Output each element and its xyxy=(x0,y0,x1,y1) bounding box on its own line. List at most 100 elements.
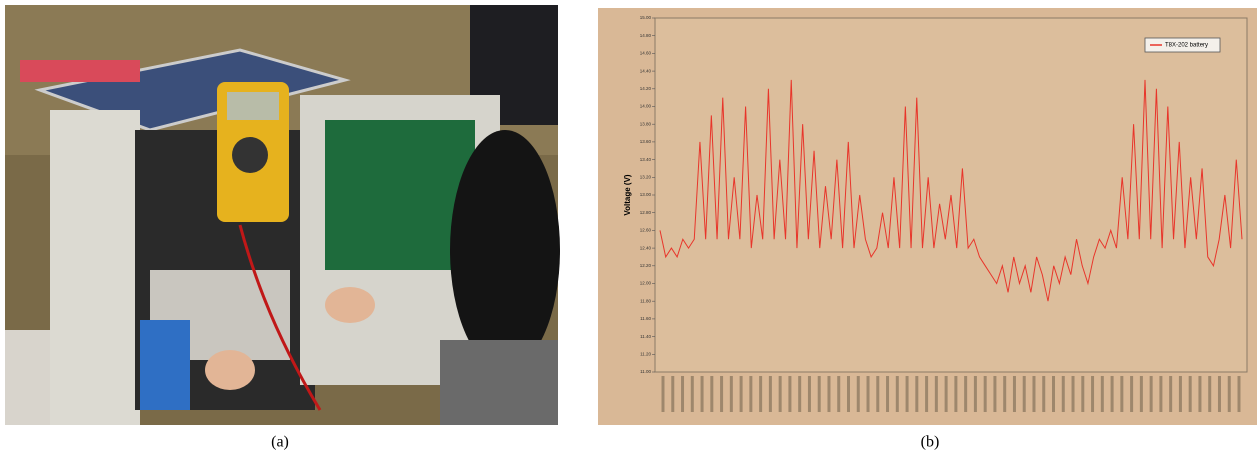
photo-probe-lead xyxy=(238,224,322,411)
x-axis-decoration xyxy=(778,376,782,412)
x-axis-decoration xyxy=(954,376,958,412)
x-axis-decoration xyxy=(1052,376,1056,412)
x-axis-decoration xyxy=(1188,376,1192,412)
x-axis-decoration xyxy=(837,376,841,412)
y-tick-label: 14.60 xyxy=(640,51,652,56)
photo-person-head xyxy=(450,130,560,370)
x-axis-decoration xyxy=(1071,376,1075,412)
x-axis-decoration xyxy=(768,376,772,412)
y-tick-label: 11.20 xyxy=(640,351,651,356)
x-axis-decoration xyxy=(1208,376,1212,412)
x-axis-decoration xyxy=(895,376,899,412)
x-axis-decoration xyxy=(1130,376,1134,412)
x-axis-decoration xyxy=(1042,376,1046,412)
x-axis-decoration xyxy=(993,376,997,412)
y-tick-label: 11.40 xyxy=(640,334,651,339)
x-axis-decoration xyxy=(983,376,987,412)
x-axis-decoration xyxy=(827,376,831,412)
x-axis-decoration xyxy=(866,376,870,412)
x-axis-decoration xyxy=(1061,376,1065,412)
y-tick-label: 12.20 xyxy=(640,263,652,268)
y-tick-label: 13.20 xyxy=(640,174,652,179)
photo-person-body xyxy=(440,340,558,425)
legend-label: T8X-202 battery xyxy=(1165,43,1208,49)
y-tick-label: 14.00 xyxy=(640,104,652,109)
y-tick-label: 14.20 xyxy=(640,86,652,91)
x-axis-decoration xyxy=(1091,376,1095,412)
y-tick-label: 15.00 xyxy=(640,15,652,20)
photo-multimeter-dial xyxy=(232,137,268,173)
y-tick-label: 13.40 xyxy=(640,157,652,162)
x-axis-decoration xyxy=(1081,376,1085,412)
x-axis-decoration xyxy=(759,376,763,412)
photo-box-door xyxy=(50,110,140,425)
data-line xyxy=(659,79,1243,302)
photo-multimeter-display xyxy=(227,92,279,120)
x-axis-decoration xyxy=(690,376,694,412)
x-axis-decoration xyxy=(1198,376,1202,412)
x-axis-decoration xyxy=(915,376,919,412)
photo xyxy=(5,5,560,425)
legend-box xyxy=(1144,37,1221,53)
y-tick-label: 13.60 xyxy=(640,139,652,144)
y-tick-label: 14.80 xyxy=(640,33,652,38)
y-axis-label: Voltage (V) xyxy=(623,174,632,216)
x-axis-decoration xyxy=(700,376,704,412)
x-axis-decoration xyxy=(973,376,977,412)
x-axis-decoration xyxy=(1110,376,1114,412)
x-axis-decoration xyxy=(944,376,948,412)
x-axis-decoration xyxy=(661,376,665,412)
x-axis-decoration xyxy=(1032,376,1036,412)
y-tick-label: 11.00 xyxy=(640,369,651,374)
photo-cables xyxy=(140,320,190,410)
x-axis-decoration xyxy=(876,376,880,412)
y-tick-label: 11.80 xyxy=(640,298,651,303)
x-axis-decoration xyxy=(905,376,909,412)
y-tick-label: 11.60 xyxy=(640,316,651,321)
x-axis-decoration xyxy=(1149,376,1153,412)
photo-hand xyxy=(325,287,375,323)
y-tick-label: 12.40 xyxy=(640,245,652,250)
x-axis-decoration xyxy=(856,376,860,412)
photo-papers xyxy=(20,60,140,82)
y-tick-label: 12.80 xyxy=(640,210,652,215)
x-axis-decoration xyxy=(1227,376,1231,412)
x-axis-decoration xyxy=(1237,376,1241,412)
x-axis-decoration xyxy=(729,376,733,412)
x-axis-decoration xyxy=(1217,376,1221,412)
x-axis-decoration xyxy=(817,376,821,412)
x-axis-decoration xyxy=(925,376,929,412)
x-axis-decoration xyxy=(964,376,968,412)
x-axis-decoration xyxy=(1178,376,1182,412)
y-tick-label: 12.00 xyxy=(640,281,652,286)
x-axis-decoration xyxy=(807,376,811,412)
x-axis-decoration xyxy=(1139,376,1143,412)
x-axis-decoration xyxy=(1022,376,1026,412)
x-axis-decoration xyxy=(1120,376,1124,412)
x-axis-decoration xyxy=(681,376,685,412)
x-axis-decoration xyxy=(1003,376,1007,412)
x-axis-decoration xyxy=(710,376,714,412)
x-axis-decoration xyxy=(1100,376,1104,412)
x-axis-decoration xyxy=(739,376,743,412)
x-axis-decoration xyxy=(846,376,850,412)
y-tick-label: 14.40 xyxy=(640,68,652,73)
x-axis-decoration xyxy=(749,376,753,412)
panel-label: (a) xyxy=(271,434,289,451)
x-axis-decoration xyxy=(798,376,802,412)
x-axis-decoration xyxy=(934,376,938,412)
x-axis-decoration xyxy=(671,376,675,412)
x-axis-decoration xyxy=(886,376,890,412)
photo-circuit-board xyxy=(325,120,475,270)
y-tick-label: 12.60 xyxy=(640,228,652,233)
x-axis-decoration xyxy=(788,376,792,412)
y-tick-label: 13.00 xyxy=(640,192,652,197)
x-axis-decoration xyxy=(720,376,724,412)
x-axis-decoration xyxy=(1012,376,1016,412)
y-tick-label: 13.80 xyxy=(640,121,652,126)
x-axis-decoration xyxy=(1169,376,1173,412)
photo-hand xyxy=(205,350,255,390)
x-axis-decoration xyxy=(1159,376,1163,412)
panel-label: (b) xyxy=(921,434,940,451)
